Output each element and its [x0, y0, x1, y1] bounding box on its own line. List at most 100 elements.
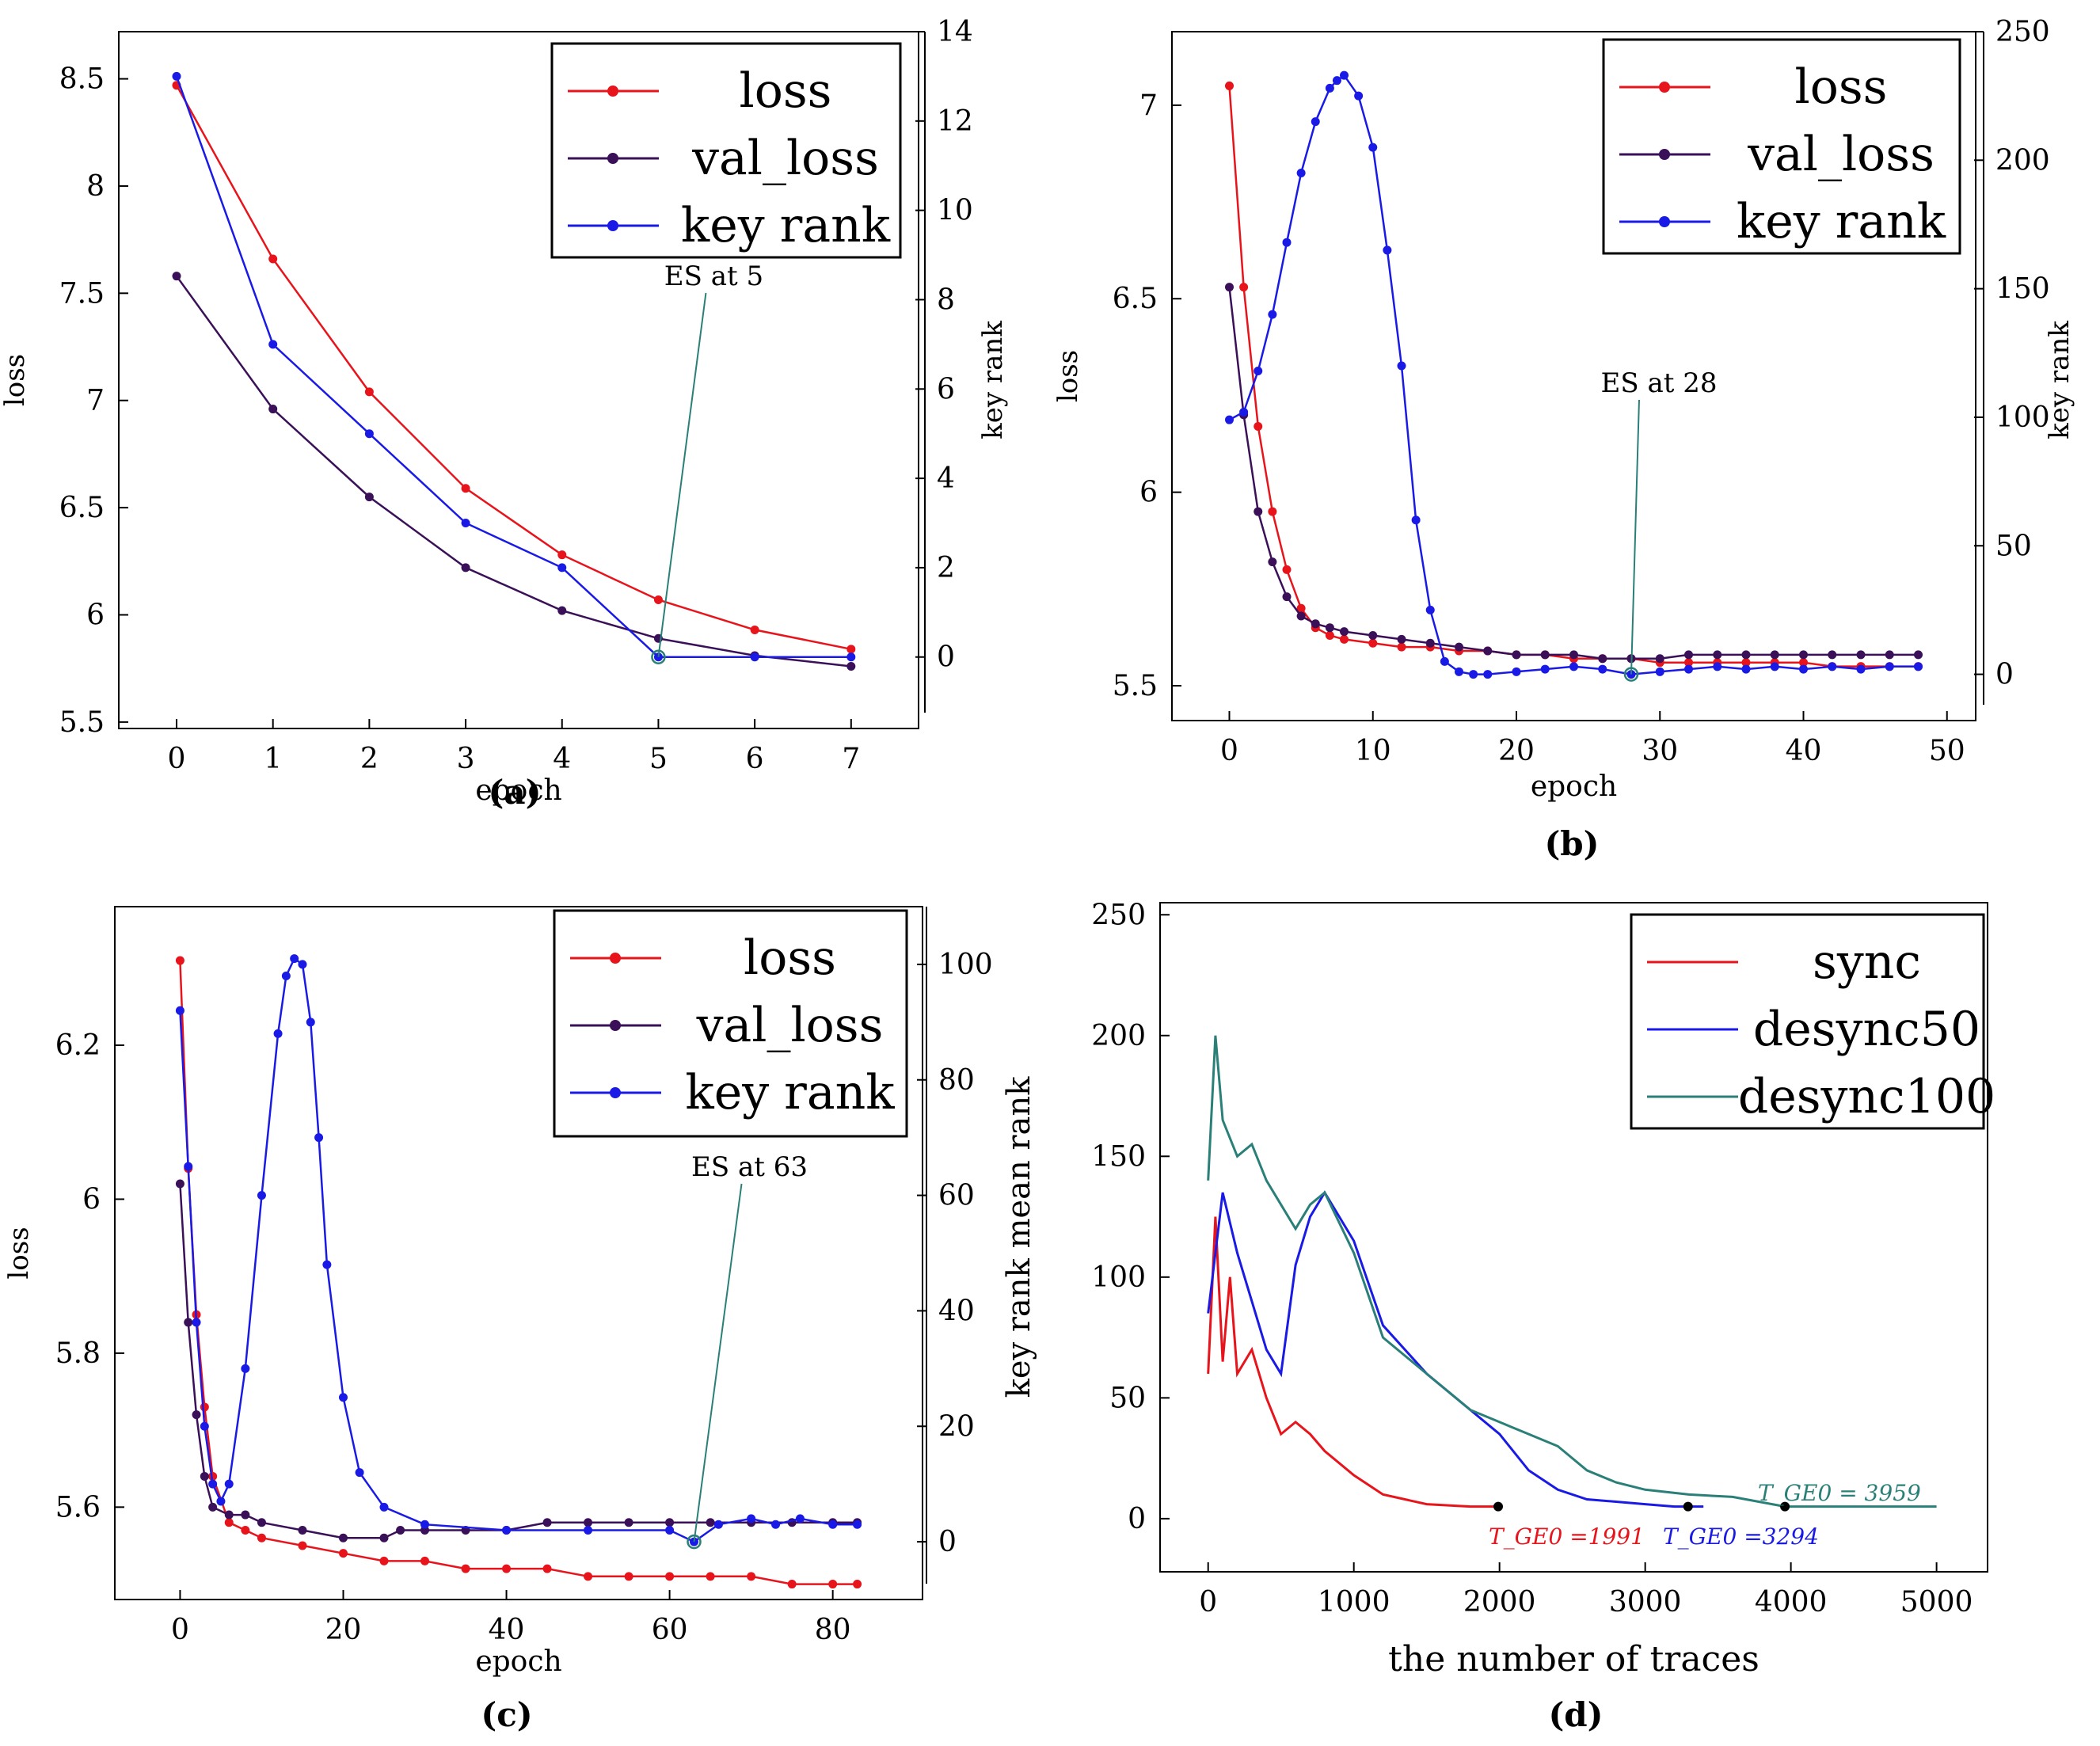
- data-point-key rank: [1540, 664, 1550, 674]
- data-point-loss: [1340, 634, 1349, 644]
- data-point-key rank: [184, 1162, 193, 1171]
- data-point-val_loss: [1914, 650, 1923, 660]
- y-tick-label: 6: [82, 1183, 101, 1215]
- y-tick-label: 6.5: [59, 492, 105, 524]
- data-point-val_loss: [846, 661, 856, 671]
- y-tick-label: 7.5: [59, 277, 105, 310]
- x-tick-label: 2: [360, 743, 379, 775]
- data-point-val_loss: [1296, 611, 1306, 621]
- x-axis-label: epoch: [475, 1645, 561, 1678]
- data-point-key rank: [1598, 664, 1607, 674]
- annotation-line: [657, 292, 707, 657]
- data-point-key rank: [1684, 664, 1693, 674]
- series-line-val_loss: [179, 1183, 858, 1539]
- data-point-key rank: [1440, 656, 1449, 666]
- data-point-key rank: [1332, 76, 1341, 86]
- y2-tick-label: 0: [938, 1526, 957, 1558]
- data-point-loss: [1282, 565, 1292, 574]
- data-point-loss: [828, 1580, 838, 1589]
- data-point-key rank: [1455, 667, 1463, 676]
- data-point-loss: [200, 1402, 209, 1412]
- legend-label: sync: [1813, 934, 1921, 990]
- y-tick-label: 8.5: [59, 63, 105, 96]
- y-tick-label: 7: [86, 385, 105, 417]
- data-point-key rank: [1340, 70, 1349, 80]
- x-tick-label: 40: [489, 1614, 525, 1646]
- data-point-key rank: [216, 1497, 226, 1506]
- data-point-val_loss: [1828, 650, 1837, 660]
- data-point-loss: [175, 956, 185, 965]
- data-point-loss: [257, 1533, 266, 1542]
- data-point-key rank: [290, 954, 299, 964]
- plot-frame: [1159, 902, 1988, 1573]
- y2-tick-label: 2: [937, 552, 955, 584]
- x-tick-label: 30: [1642, 735, 1678, 767]
- legend-label: key rank: [685, 1065, 895, 1120]
- y-tick-label: 7: [1139, 89, 1158, 122]
- y2-tick-label: 200: [1995, 144, 2050, 177]
- legend-marker: [610, 1020, 621, 1031]
- y2-tick-label: 60: [938, 1180, 975, 1212]
- y-tick-label: 6.2: [55, 1029, 101, 1062]
- y2-tick-label: 12: [937, 105, 973, 138]
- data-point-loss: [542, 1564, 552, 1573]
- data-point-val_loss: [1512, 650, 1521, 660]
- y2-tick-label: 0: [1995, 659, 2014, 691]
- data-point-key rank: [273, 1029, 283, 1038]
- data-point-loss: [557, 550, 567, 560]
- data-point-val_loss: [1770, 650, 1779, 660]
- series-line-val_loss: [175, 275, 851, 668]
- data-point-key rank: [1856, 664, 1866, 674]
- x-tick-label: 50: [1929, 735, 1965, 767]
- data-point-loss: [461, 484, 470, 493]
- data-point-key rank: [306, 1018, 315, 1027]
- data-point-val_loss: [200, 1471, 209, 1481]
- data-point-key rank: [1469, 670, 1478, 679]
- annotation-label: ES at 63: [691, 1151, 808, 1183]
- legend-label: val_loss: [696, 998, 884, 1053]
- data-point-loss: [1397, 642, 1406, 652]
- x-tick-label: 2000: [1463, 1586, 1536, 1619]
- data-point-val_loss: [1569, 650, 1578, 660]
- annotation-marker: [1623, 667, 1639, 682]
- data-point-val_loss: [1713, 650, 1722, 660]
- y-tick-label: 5.8: [55, 1337, 101, 1370]
- y-tick-label: 5.5: [1113, 670, 1158, 702]
- plot-frame: [1171, 31, 1976, 721]
- series-line-val_loss: [1228, 287, 1919, 660]
- legend-marker: [1659, 82, 1670, 93]
- data-point-loss: [624, 1572, 633, 1581]
- y2-tick-label: 50: [1995, 530, 2032, 562]
- series-line-key rank: [175, 75, 851, 658]
- data-point-key rank: [175, 1006, 185, 1015]
- series-line-loss: [175, 85, 852, 651]
- data-point-val_loss: [338, 1533, 348, 1542]
- data-point-val_loss: [1741, 650, 1751, 660]
- legend-marker: [607, 220, 618, 231]
- legend-box: [1630, 913, 1985, 1130]
- data-point-val_loss: [1225, 283, 1234, 292]
- x-axis-label: epoch: [1531, 770, 1617, 803]
- data-point-key rank: [795, 1514, 805, 1523]
- data-point-loss: [665, 1572, 675, 1581]
- panel-2: 0 20 40 60 80 5.6 5.8 6 6.2 0 20 40 60 80 100 epoch loss…: [3, 906, 993, 1734]
- data-point-key rank: [281, 972, 291, 980]
- data-point-key rank: [1569, 662, 1578, 671]
- data-point-loss: [747, 1572, 756, 1581]
- data-point-key rank: [1411, 515, 1421, 525]
- series-line-sync: [1207, 1216, 1498, 1508]
- annotation-marker: [687, 1534, 702, 1550]
- y-tick-label: 250: [1091, 899, 1146, 931]
- data-point-loss: [1799, 658, 1808, 668]
- data-point-key rank: [224, 1479, 234, 1489]
- series-line-desync50: [1207, 1190, 1704, 1508]
- x-axis-label: the number of traces: [1388, 1639, 1760, 1679]
- data-point-val_loss: [1325, 623, 1334, 633]
- data-point-val_loss: [557, 606, 567, 615]
- x-tick-label: 4000: [1755, 1586, 1828, 1619]
- data-point-loss: [502, 1564, 512, 1573]
- data-point-key rank: [364, 429, 374, 439]
- tge0-marker: [1780, 1501, 1790, 1512]
- y2-tick-label: 250: [1995, 16, 2050, 48]
- x-tick-label: 60: [652, 1614, 688, 1646]
